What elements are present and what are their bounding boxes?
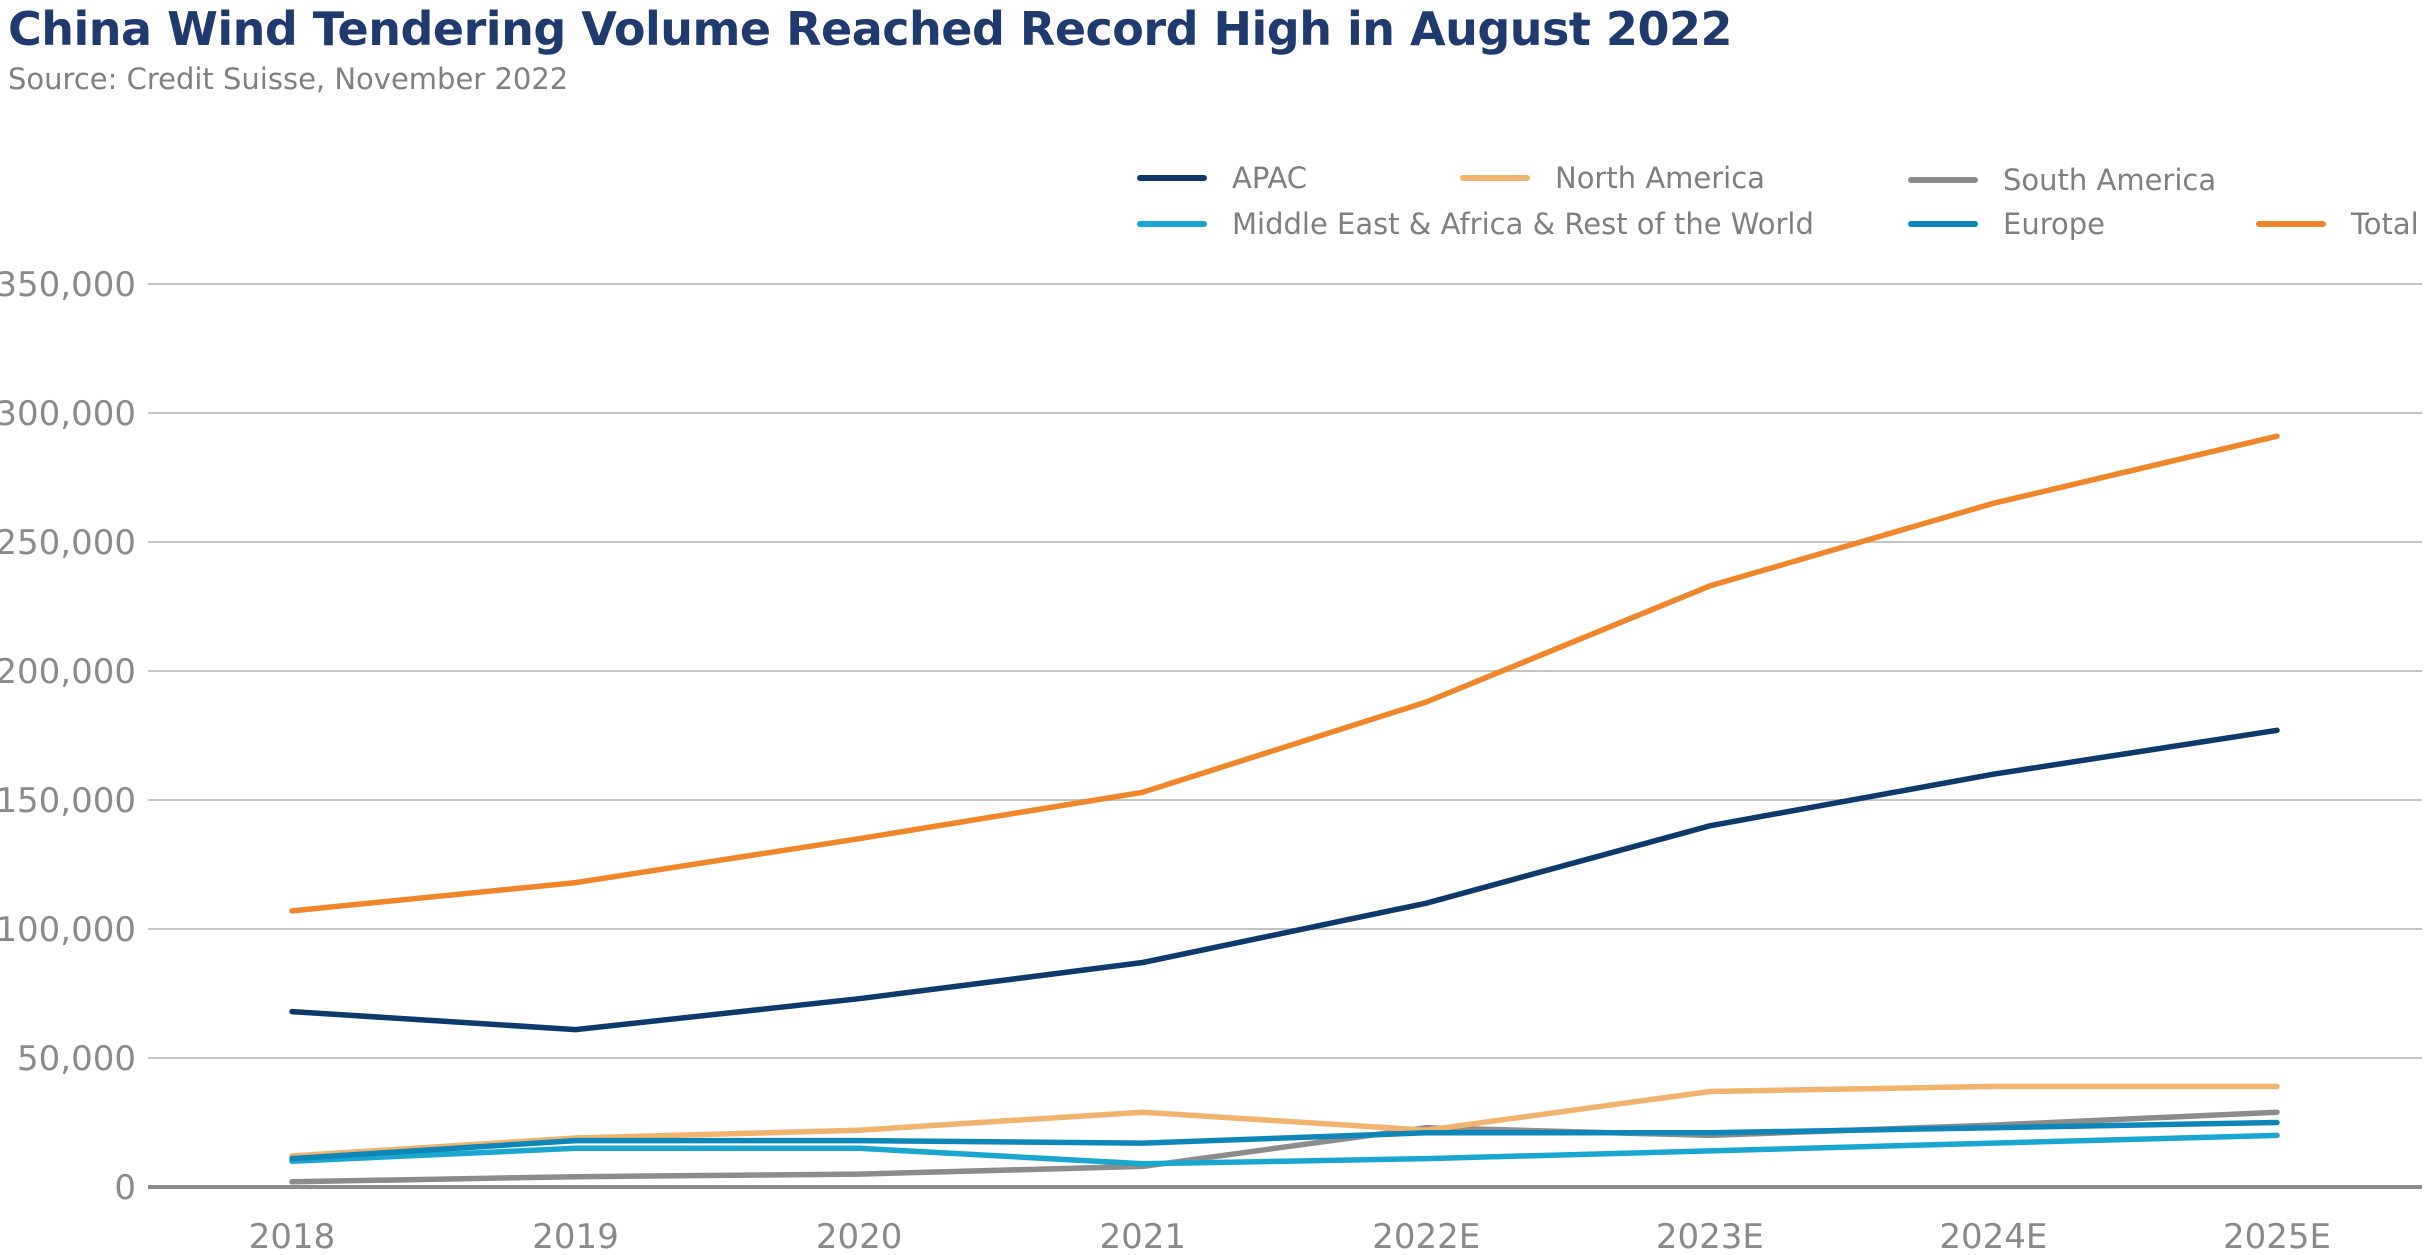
legend-label: APAC: [1232, 161, 1307, 195]
y-tick-label: 100,000: [0, 910, 136, 950]
legend-label: Total: [2350, 207, 2419, 241]
legend-item-south-america: South America: [1908, 163, 2216, 197]
y-tick-label: 50,000: [17, 1039, 136, 1079]
x-tick-label: 2024E: [1939, 1217, 2047, 1255]
legend-label: Europe: [2003, 207, 2105, 241]
legend-label: Middle East & Africa & Rest of the World: [1232, 207, 1814, 241]
x-tick-label: 2018: [249, 1217, 336, 1255]
y-tick-label: 350,000: [0, 265, 136, 305]
y-tick-label: 300,000: [0, 394, 136, 434]
x-tick-label: 2025E: [2223, 1217, 2331, 1255]
gridlines: [148, 283, 2422, 1189]
x-tick-label: 2023E: [1656, 1217, 1764, 1255]
series-line-north-america: [289, 1083, 2280, 1159]
chart-subtitle: Source: Credit Suisse, November 2022: [8, 62, 569, 96]
series-line-total: [289, 433, 2280, 914]
series-lines: [289, 433, 2280, 1185]
legend-item-middle-east-africa-rest-of-the-world: Middle East & Africa & Rest of the World: [1137, 207, 1814, 241]
legend: APAC North America South America Middle Eas…: [1137, 161, 2419, 241]
x-tick-label: 2019: [532, 1217, 619, 1255]
x-axis-tick-labels: 2018 2019 2020 2021 2022E 2023E 2024E 2025E: [249, 1217, 2331, 1255]
series-line-middle-east-africa-rest-of-the-world: [289, 1132, 2280, 1167]
y-axis-tick-labels: 0 50,000 100,000 150,000 200,000 250,000 300,0…: [0, 265, 136, 1208]
legend-label: South America: [2003, 163, 2216, 197]
legend-item-apac: APAC: [1137, 161, 1307, 195]
legend-label: North America: [1555, 161, 1765, 195]
y-tick-label: 250,000: [0, 523, 136, 563]
series-line-europe: [289, 1119, 2280, 1162]
y-tick-label: 150,000: [0, 781, 136, 821]
y-tick-label: 200,000: [0, 652, 136, 692]
x-tick-label: 2021: [1099, 1217, 1186, 1255]
legend-item-europe: Europe: [1908, 207, 2105, 241]
chart-title: China Wind Tendering Volume Reached Reco…: [8, 2, 1732, 56]
series-line-apac: [289, 727, 2280, 1033]
x-tick-label: 2022E: [1372, 1217, 1480, 1255]
legend-item-north-america: North America: [1460, 161, 1765, 195]
x-tick-label: 2020: [816, 1217, 903, 1255]
legend-item-total: Total: [2256, 207, 2419, 241]
y-tick-label: 0: [114, 1168, 136, 1208]
